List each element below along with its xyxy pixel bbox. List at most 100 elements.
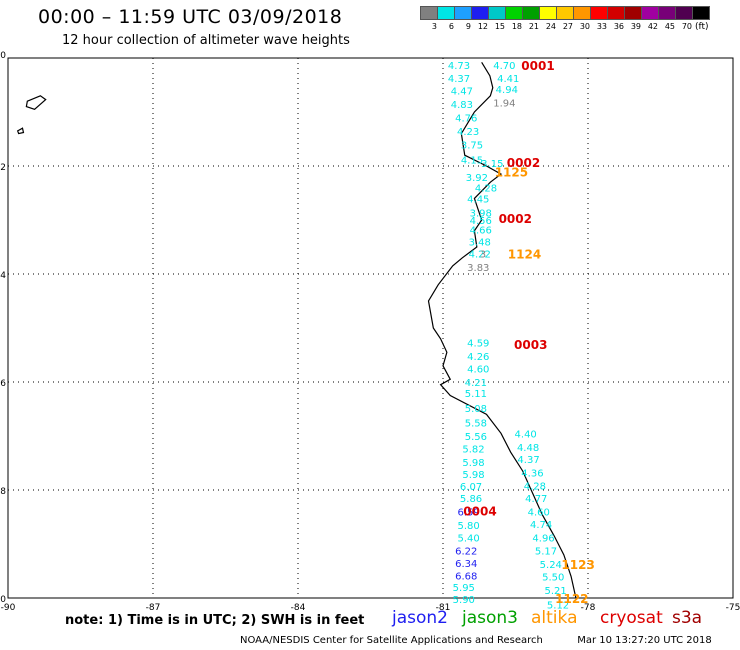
- wave-height-label: 5.08: [465, 404, 487, 415]
- colorbar-label: 24: [545, 22, 556, 31]
- y-tick-label: -10: [0, 595, 6, 605]
- colorbar-label: 30: [579, 22, 590, 31]
- wave-height-label: 1.94: [493, 98, 515, 109]
- x-tick-label: -90: [1, 603, 16, 613]
- footer-timestamp: Mar 10 13:27:20 UTC 2018: [577, 635, 712, 646]
- wave-height-label: 4.28: [475, 184, 497, 195]
- colorbar-unit: (ft): [695, 22, 709, 32]
- x-tick-label: -75: [726, 603, 740, 613]
- colorbar-label: 9: [465, 22, 471, 31]
- colorbar-label: 39: [630, 22, 641, 31]
- legend-item-s3a: s3a: [672, 608, 703, 628]
- wave-height-label: 5.40: [458, 534, 480, 545]
- wave-height-label: 4.28: [524, 482, 546, 493]
- wave-height-label: 4.48: [517, 443, 539, 454]
- wave-height-label: 4.21: [465, 378, 487, 389]
- x-tick-label: -84: [291, 603, 306, 613]
- note-text: note: 1) Time is in UTC; 2) SWH is in fe…: [65, 613, 365, 628]
- wave-height-label: 6.68: [455, 571, 477, 582]
- wave-height-label: 3.98: [470, 208, 492, 219]
- wave-height-label: 3.48: [469, 238, 491, 249]
- wave-height-label: 4.94: [496, 85, 518, 96]
- wave-height-label: 4.76: [455, 113, 477, 124]
- wave-height-label: 3: [480, 249, 486, 260]
- colorbar-label: 12: [477, 22, 488, 31]
- pass-time-label: 0002: [499, 212, 532, 226]
- map-subtitle: 12 hour collection of altimeter wave hei…: [62, 33, 350, 48]
- wave-height-label: 3.15: [481, 159, 503, 170]
- pass-time-label: 0003: [514, 338, 547, 352]
- pass-time-label: 1122: [555, 592, 588, 606]
- legend-item-cryosat: cryosat: [600, 608, 663, 628]
- wave-height-label: 4.70: [493, 61, 515, 72]
- wave-height-label: 4.96: [532, 534, 554, 545]
- colorbar-label: 3: [431, 22, 437, 31]
- wave-height-label: 4.83: [451, 100, 473, 111]
- wave-height-label: 5.98: [462, 458, 484, 469]
- colorbar-label: 21: [528, 22, 539, 31]
- pass-time-label: 0002: [507, 156, 540, 170]
- colorbar-swatch: [692, 6, 710, 20]
- pass-time-label: 1123: [561, 558, 594, 572]
- wave-height-label: 5.56: [465, 432, 487, 443]
- wave-height-label: 3.75: [461, 140, 483, 151]
- island-outline: [25, 95, 47, 110]
- wave-height-label: 3.83: [467, 263, 489, 274]
- wave-height-label: 5.58: [465, 419, 487, 430]
- legend-item-altika: altika: [531, 608, 578, 628]
- footer: NOAA/NESDIS Center for Satellite Applica…: [240, 635, 712, 646]
- wave-height-label: 6.07: [460, 482, 482, 493]
- x-tick-label: -87: [146, 603, 161, 613]
- wave-height-label: 4.22: [469, 249, 491, 260]
- y-tick-label: -4: [0, 271, 6, 281]
- colorbar-label: 6: [448, 22, 454, 31]
- wave-height-label: 4.41: [497, 74, 519, 85]
- wave-height-label: 6.59: [458, 508, 480, 519]
- colorbar-label: 18: [511, 22, 522, 31]
- colorbar-label: 27: [562, 22, 573, 31]
- colorbar: [420, 6, 710, 20]
- colorbar-label: 42: [647, 22, 658, 31]
- wave-height-label: 4.74: [530, 520, 552, 531]
- wave-height-label: 5.12: [547, 600, 569, 611]
- colorbar-label: 33: [596, 22, 607, 31]
- wave-height-label: 4.37: [517, 455, 539, 466]
- map-title: 00:00 – 11:59 UTC 03/09/2018: [38, 6, 343, 28]
- wave-height-label: 4.26: [467, 352, 489, 363]
- y-tick-label: -6: [0, 379, 6, 389]
- wave-height-label: 5.90: [453, 595, 475, 606]
- wave-height-label: 5.17: [535, 546, 557, 557]
- pass-time-label: 0001: [521, 59, 554, 73]
- legend-item-jason2: jason2: [392, 608, 448, 628]
- y-tick-label: 0: [0, 51, 6, 61]
- wave-height-label: 4.23: [457, 127, 479, 138]
- wave-height-label: 4.60: [528, 508, 550, 519]
- wave-height-label: 5.98: [462, 470, 484, 481]
- colorbar-labels: 3 6 9 12 15 18 21 24 27 30 33 36 39 42 45 70 (ft): [420, 22, 709, 32]
- colorbar-label: 70: [681, 22, 692, 31]
- wave-height-label: 4.60: [467, 365, 489, 376]
- coastline: [427, 62, 577, 599]
- wave-height-label: 5.24: [540, 560, 562, 571]
- x-tick-label: -78: [581, 603, 596, 613]
- wave-height-label: 4.45: [467, 194, 489, 205]
- wave-height-label: 4.59: [467, 339, 489, 350]
- island-outline: [16, 127, 25, 135]
- wave-height-label: 6.34: [455, 559, 477, 570]
- colorbar-label: 45: [664, 22, 675, 31]
- wave-height-label: 4.56: [470, 216, 492, 227]
- wave-height-label: 4.47: [451, 86, 473, 97]
- wave-height-label: 5.80: [458, 521, 480, 532]
- wave-height-label: 3.92: [466, 173, 488, 184]
- wave-height-label: 4.15: [461, 156, 483, 167]
- wave-height-label: 6.22: [455, 546, 477, 557]
- y-tick-label: -2: [0, 163, 6, 173]
- pass-time-label: 0004: [463, 505, 496, 519]
- wave-height-label: 5.82: [462, 444, 484, 455]
- wave-height-label: 4.37: [448, 74, 470, 85]
- colorbar-label: 15: [494, 22, 505, 31]
- wave-height-label: 5.50: [542, 572, 564, 583]
- wave-height-label: 5.86: [460, 494, 482, 505]
- pass-time-label: 1125: [495, 165, 528, 179]
